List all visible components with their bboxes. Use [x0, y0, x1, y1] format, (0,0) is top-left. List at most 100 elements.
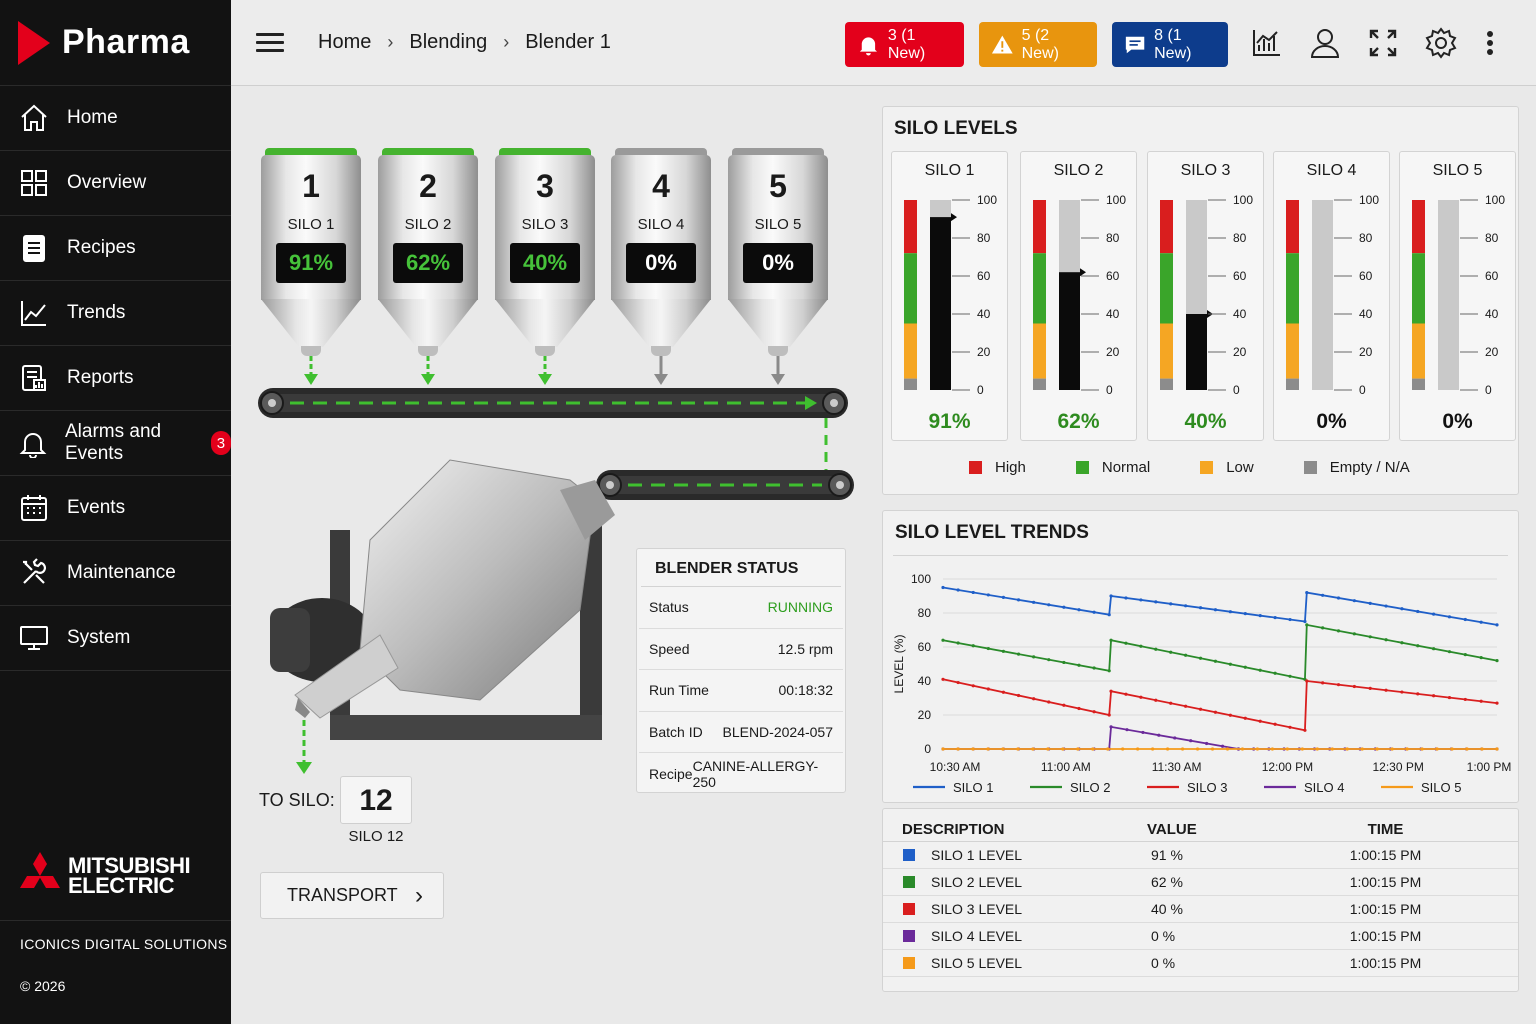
- status-value: CANINE-ALLERGY-250: [693, 758, 833, 790]
- gauge-silo-2[interactable]: SILO 2 100 80 60 40 20 0 62%: [1020, 151, 1137, 441]
- series-point: [1495, 659, 1498, 662]
- zone-band: [1412, 253, 1425, 323]
- series-point: [1106, 747, 1109, 750]
- main-conveyor: [258, 388, 848, 418]
- sidebar-item-recipes[interactable]: Recipes: [0, 216, 231, 281]
- series-point: [1141, 731, 1144, 734]
- menu-icon[interactable]: [256, 28, 284, 57]
- series-point: [1077, 664, 1080, 667]
- gauge-silo-1[interactable]: SILO 1 100 80 60 40 20 0 91%: [891, 151, 1008, 441]
- y-tick-label: 0: [924, 742, 931, 756]
- table-row[interactable]: SILO 2 LEVEL 62 % 1:00:15 PM: [883, 868, 1518, 895]
- vendor-logo: MITSUBISHI ELECTRIC: [20, 852, 190, 900]
- trend-chart-title: SILO LEVEL TRENDS: [895, 522, 1089, 544]
- series-point: [1465, 747, 1468, 750]
- scale-label: 80: [1359, 231, 1373, 245]
- warnings-count: 5 (2 New): [1022, 27, 1087, 63]
- series-point: [1436, 747, 1439, 750]
- y-axis-label: LEVEL (%): [892, 635, 906, 694]
- series-point: [1288, 618, 1291, 621]
- alarms-button[interactable]: 3 (1 New): [845, 22, 964, 67]
- series-point: [1321, 626, 1324, 629]
- chart-icon[interactable]: [1251, 24, 1283, 62]
- table-row[interactable]: SILO 3 LEVEL 40 % 1:00:15 PM: [883, 895, 1518, 922]
- zone-band: [1286, 324, 1299, 379]
- gauge-percent: 91%: [892, 410, 1007, 434]
- breadcrumb-blending[interactable]: Blending: [409, 31, 487, 54]
- sidebar-item-maintenance[interactable]: Maintenance: [0, 541, 231, 606]
- table-row[interactable]: SILO 4 LEVEL 0 % 1:00:15 PM: [883, 922, 1518, 949]
- row-color-swatch: [903, 849, 915, 861]
- sidebar-item-overview[interactable]: Overview: [0, 151, 231, 216]
- sidebar-item-label: Events: [67, 497, 125, 519]
- series-point: [1047, 603, 1050, 606]
- zone-band: [1412, 324, 1425, 379]
- series-point: [972, 591, 975, 594]
- series-point: [987, 593, 990, 596]
- feed-arrow-icon: [771, 374, 785, 385]
- series-point: [1157, 734, 1160, 737]
- fullscreen-icon[interactable]: [1367, 24, 1399, 62]
- zone-band: [1160, 324, 1173, 379]
- gear-icon[interactable]: [1425, 24, 1457, 62]
- series-point: [941, 586, 944, 589]
- series-point: [1303, 729, 1306, 732]
- destination-silo-name: SILO 12: [340, 828, 412, 845]
- trend-chart[interactable]: 100 80 60 40 20 0 LEVEL (%) 10:30 AM 11:00 AM 11:…: [883, 551, 1519, 803]
- sidebar-item-alarms-and-events[interactable]: Alarms and Events 3: [0, 411, 231, 476]
- series-point: [1154, 699, 1157, 702]
- series-point: [1166, 747, 1169, 750]
- table-cell-time: 1:00:15 PM: [1303, 949, 1518, 976]
- x-tick-label: 1:00 PM: [1467, 760, 1512, 774]
- gauge-silo-3[interactable]: SILO 3 100 80 60 40 20 0 40%: [1147, 151, 1264, 441]
- warnings-button[interactable]: 5 (2 New): [979, 22, 1097, 67]
- table-cell-value: 40 %: [1143, 895, 1303, 922]
- series-point: [1361, 747, 1364, 750]
- destination-silo-input[interactable]: 12: [340, 776, 412, 824]
- brand-logo-icon: [18, 21, 50, 65]
- zone-band: [904, 324, 917, 379]
- silo-number: 3: [495, 168, 595, 205]
- gauge-silo-4[interactable]: SILO 4 100 80 60 40 20 0 0%: [1273, 151, 1390, 441]
- y-tick-label: 80: [918, 606, 932, 620]
- row-color-swatch: [903, 903, 915, 915]
- series-point: [1214, 711, 1217, 714]
- level-legend: High Normal Low Empty / N/A: [969, 459, 1460, 476]
- series-point: [1337, 629, 1340, 632]
- status-row-batch-id: Batch ID BLEND-2024-057: [639, 712, 843, 754]
- series-point: [1199, 708, 1202, 711]
- sidebar-item-trends[interactable]: Trends: [0, 281, 231, 346]
- series-point: [1464, 618, 1467, 621]
- table-row[interactable]: SILO 5 LEVEL 0 % 1:00:15 PM: [883, 949, 1518, 976]
- zone-band: [1033, 200, 1046, 253]
- breadcrumb-home[interactable]: Home: [318, 31, 371, 54]
- user-icon[interactable]: [1309, 24, 1341, 62]
- legend-swatch: [1304, 461, 1317, 474]
- sidebar-item-events[interactable]: Events: [0, 476, 231, 541]
- silo-name: SILO 3: [495, 216, 595, 233]
- series-point: [1108, 713, 1111, 716]
- brand[interactable]: Pharma: [0, 0, 231, 86]
- series-point: [1464, 653, 1467, 656]
- series-point: [957, 588, 960, 591]
- sidebar-item-home[interactable]: Home: [0, 86, 231, 151]
- series-point: [1092, 666, 1095, 669]
- table-cell-time: 1:00:15 PM: [1303, 868, 1518, 895]
- transport-label: TRANSPORT: [287, 885, 398, 906]
- status-label: Batch ID: [649, 724, 703, 740]
- sidebar-item-reports[interactable]: Reports: [0, 346, 231, 411]
- message-icon: [1124, 33, 1146, 57]
- more-vertical-icon[interactable]: [1483, 24, 1497, 62]
- series-point: [1214, 608, 1217, 611]
- status-label: Status: [649, 599, 689, 615]
- transport-button[interactable]: TRANSPORT ›: [260, 872, 444, 919]
- zone-band: [1286, 200, 1299, 253]
- tools-icon: [18, 557, 50, 589]
- series-point: [1450, 747, 1453, 750]
- chevron-right-icon: ›: [387, 32, 393, 53]
- sidebar-item-system[interactable]: System: [0, 606, 231, 671]
- messages-button[interactable]: 8 (1 New): [1112, 22, 1228, 67]
- table-row[interactable]: SILO 1 LEVEL 91 % 1:00:15 PM: [883, 841, 1518, 868]
- x-tick-label: 12:30 PM: [1373, 760, 1424, 774]
- gauge-silo-5[interactable]: SILO 5 100 80 60 40 20 0 0%: [1399, 151, 1516, 441]
